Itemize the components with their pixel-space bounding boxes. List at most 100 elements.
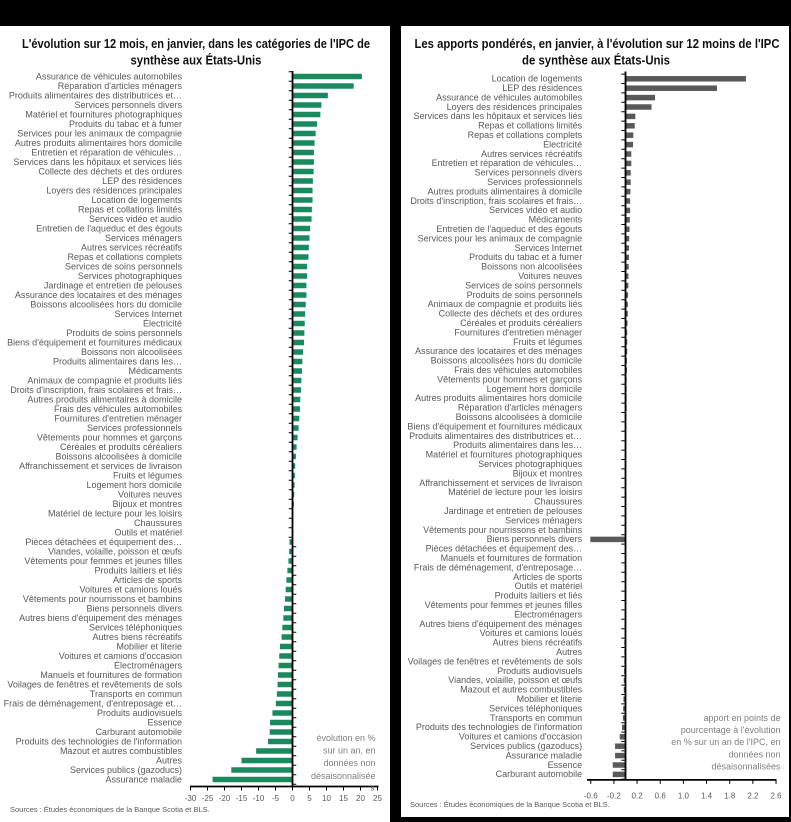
svg-text:données non: données non [323,758,375,768]
svg-text:L'évolution sur 12 mois, en ja: L'évolution sur 12 mois, en janvier, dan… [22,37,370,51]
svg-text:Affranchissement et services d: Affranchissement et services de livraiso… [19,461,182,471]
svg-text:désaisonnalisées: désaisonnalisées [711,761,781,771]
svg-text:Services de soins personnels: Services de soins personnels [65,261,183,271]
svg-text:Services téléphoniques: Services téléphoniques [489,703,583,713]
svg-text:10: 10 [322,794,331,803]
svg-text:-15: -15 [236,794,248,803]
svg-text:Pièces détachées et équipement: Pièces détachées et équipement des… [426,544,583,554]
svg-text:Autres: Autres [556,647,583,657]
svg-text:Entretien et réparation de véh: Entretien et réparation de véhicules… [432,158,583,168]
svg-text:Voitures neuves: Voitures neuves [518,271,583,281]
svg-text:Droits d'inscription, frais sc: Droits d'inscription, frais scolaires et… [410,196,582,206]
svg-text:Repas et collations limités: Repas et collations limités [78,204,183,214]
svg-text:Boissons non alcoolisées: Boissons non alcoolisées [81,347,183,357]
svg-text:Chaussures: Chaussures [134,518,183,528]
svg-text:Autres biens récréatifs: Autres biens récréatifs [493,638,583,648]
svg-text:Location de logements: Location de logements [492,74,583,84]
svg-text:Services dans les hôpitaux et: Services dans les hôpitaux et services l… [13,157,182,167]
svg-text:Frais des véhicules automobile: Frais des véhicules automobiles [54,404,183,414]
svg-text:Collecte des déchets et des or: Collecte des déchets et des ordures [38,166,182,176]
svg-text:Médicaments: Médicaments [128,366,182,376]
svg-text:1.8: 1.8 [724,791,736,800]
svg-text:Produits laitiers et liés: Produits laitiers et liés [495,591,583,601]
svg-text:Voitures et camions d'occasion: Voitures et camions d'occasion [459,732,582,742]
svg-text:Voitures et camions d'occasion: Voitures et camions d'occasion [59,651,182,661]
svg-text:Biens d'équipement et fournitu: Biens d'équipement et fournitures médica… [407,421,582,431]
svg-text:Produits de soins personnels: Produits de soins personnels [467,290,583,300]
svg-text:Entretien de l'aqueduc et des: Entretien de l'aqueduc et des égouts [436,224,582,234]
svg-text:25: 25 [373,794,382,803]
svg-text:Pièces détachées et équipement: Pièces détachées et équipement des… [25,537,182,547]
svg-text:0: 0 [290,794,295,803]
svg-text:Services de soins personnels: Services de soins personnels [465,280,583,290]
svg-text:Sources : Études économiques d: Sources : Études économiques de la Banqu… [410,800,610,809]
svg-text:Viandes, volaille, poisson et: Viandes, volaille, poisson et œufs [448,675,582,685]
svg-text:Assurance des locataires et de: Assurance des locataires et des ménages [15,290,183,300]
svg-text:Céréales et produits céréalier: Céréales et produits céréaliers [460,318,583,328]
svg-text:Assurance de véhicules automob: Assurance de véhicules automobiles [436,92,583,102]
svg-text:Services publics (gazoducs): Services publics (gazoducs) [470,741,582,751]
svg-text:Transports en commun: Transports en commun [490,713,582,723]
svg-text:Services photographiques: Services photographiques [478,459,583,469]
svg-text:0.2: 0.2 [632,791,644,800]
svg-text:Assurance des locataires et de: Assurance des locataires et des ménages [415,346,583,356]
svg-text:Autres services récréatifs: Autres services récréatifs [481,149,583,159]
svg-text:Vêtements pour femmes et jeune: Vêtements pour femmes et jeunes filles [425,600,583,610]
svg-text:Animaux de compagnie et produi: Animaux de compagnie et produits liés [428,299,583,309]
svg-text:Biens personnels divers: Biens personnels divers [487,534,583,544]
svg-text:-25: -25 [202,794,214,803]
svg-text:Loyers des résidences principa: Loyers des résidences principales [447,102,583,112]
svg-text:synthèse aux États-Unis: synthèse aux États-Unis [131,53,262,68]
svg-text:Animaux de compagnie et produi: Animaux de compagnie et produits liés [27,375,182,385]
svg-text:Produits des technologies de l: Produits des technologies de l'informati… [16,736,182,746]
svg-text:Bijoux et montres: Bijoux et montres [513,468,583,478]
svg-text:Assurance de véhicules automob: Assurance de véhicules automobiles [36,71,183,81]
svg-text:Repas et collations limités: Repas et collations limités [478,121,583,131]
svg-text:Matériel et fournitures photog: Matériel et fournitures photographiques [25,109,182,119]
svg-text:Vêtements pour hommes et garço: Vêtements pour hommes et garçons [37,432,183,442]
svg-text:Voilages de fenêtres et revête: Voilages de fenêtres et revêtements de s… [7,679,182,689]
svg-text:Fournitures d'entretien ménage: Fournitures d'entretien ménager [54,413,182,423]
svg-text:Autres biens d'équipement des: Autres biens d'équipement des ménages [19,613,182,623]
svg-text:Vêtements pour nourrissons et: Vêtements pour nourrissons et bambins [423,525,583,535]
svg-text:Frais de déménagement, d'entre: Frais de déménagement, d'entreposage et… [4,698,182,708]
svg-text:-0.6: -0.6 [584,791,598,800]
svg-text:Boissons alcoolisées hors du d: Boissons alcoolisées hors du domicile [431,356,583,366]
svg-text:Réparation d'articles ménagers: Réparation d'articles ménagers [458,403,583,413]
svg-text:Électroménagers: Électroménagers [514,609,583,619]
svg-text:Produits du tabac et à fumer: Produits du tabac et à fumer [69,119,182,129]
svg-text:Électricité: Électricité [543,139,582,149]
svg-text:Autres services récréatifs: Autres services récréatifs [81,242,183,252]
svg-text:Articles de sports: Articles de sports [113,575,183,585]
svg-text:Autres produits alimentaires à: Autres produits alimentaires à domicile [428,186,583,196]
svg-text:15: 15 [339,794,348,803]
svg-text:Autres produits alimentaires à: Autres produits alimentaires à domicile [27,394,182,404]
svg-text:1.0: 1.0 [678,791,690,800]
svg-text:Médicaments: Médicaments [529,215,583,225]
svg-text:sur un an, en: sur un an, en [323,746,376,756]
svg-text:Entretien de l'aqueduc et des: Entretien de l'aqueduc et des égouts [36,223,182,233]
svg-text:Services professionnels: Services professionnels [487,177,583,187]
svg-text:Sources : Études économiques d: Sources : Études économiques de la Banqu… [10,805,210,814]
svg-text:Carburant automobile: Carburant automobile [496,769,583,779]
svg-text:Location de logements: Location de logements [91,195,182,205]
svg-text:Réparation d'articles ménagers: Réparation d'articles ménagers [58,81,183,91]
svg-text:2.6: 2.6 [770,791,782,800]
svg-text:-10: -10 [253,794,265,803]
svg-text:évolution en %: évolution en % [316,733,375,743]
svg-text:Transports en commun: Transports en commun [90,689,182,699]
svg-text:Biens d'équipement et fournitu: Biens d'équipement et fournitures médica… [7,337,182,347]
svg-text:Voitures et camions loués: Voitures et camions loués [79,584,182,594]
svg-text:Produits des technologies de l: Produits des technologies de l'informati… [416,722,582,732]
svg-text:-0.2: -0.2 [607,791,621,800]
svg-text:Voilages de fenêtres et revête: Voilages de fenêtres et revêtements de s… [408,656,583,666]
svg-text:Électroménagers: Électroménagers [114,660,183,670]
svg-text:Produits alimentaires des dist: Produits alimentaires des distributrices… [9,90,182,100]
svg-text:Frais de déménagement, d'entre: Frais de déménagement, d'entreposage… [414,562,582,572]
svg-text:Produits de soins personnels: Produits de soins personnels [66,328,182,338]
svg-text:Boissons alcoolisées à domicil: Boissons alcoolisées à domicile [456,412,583,422]
svg-text:Autres biens d'équipement des: Autres biens d'équipement des ménages [419,619,582,629]
svg-text:5: 5 [307,794,312,803]
svg-text:Logement hors domicile: Logement hors domicile [487,384,583,394]
svg-text:Essence: Essence [147,717,182,727]
